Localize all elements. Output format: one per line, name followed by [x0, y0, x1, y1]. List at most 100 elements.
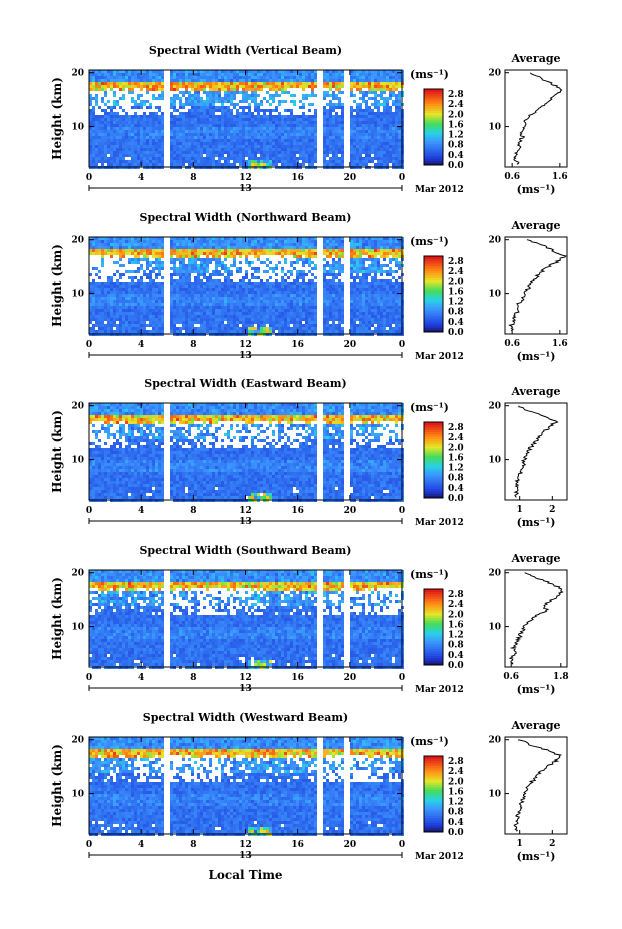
heatmap-cell: [170, 157, 173, 160]
heatmap-cell: [158, 115, 161, 118]
heatmap-cell: [104, 79, 107, 82]
heatmap-cell: [353, 145, 356, 148]
heatmap-cell: [107, 249, 110, 252]
heatmap-cell: [113, 294, 116, 297]
heatmap-cell: [95, 85, 98, 88]
heatmap-cell: [263, 270, 266, 273]
heatmap-cell: [374, 127, 377, 130]
heatmap-cell: [359, 243, 362, 246]
heatmap-cell: [257, 112, 260, 115]
heatmap-cell: [368, 106, 371, 109]
heatmap-cell: [314, 139, 317, 142]
heatmap-cell: [182, 279, 185, 282]
heatmap-cell: [275, 237, 278, 240]
heatmap-cell: [308, 130, 311, 133]
heatmap-cell: [374, 267, 377, 270]
heatmap-cell: [101, 297, 104, 300]
heatmap-cell: [230, 249, 233, 252]
heatmap-cell: [398, 291, 401, 294]
heatmap-cell: [377, 145, 380, 148]
heatmap-cell: [194, 288, 197, 291]
heatmap-cell: [296, 276, 299, 279]
heatmap-cell: [362, 270, 365, 273]
heatmap-cell: [179, 273, 182, 276]
heatmap-cell: [242, 100, 245, 103]
heatmap-cell: [278, 139, 281, 142]
heatmap-cell: [185, 306, 188, 309]
heatmap-cell: [248, 237, 251, 240]
heatmap-cell: [212, 288, 215, 291]
heatmap-cell: [260, 103, 263, 106]
heatmap-cell: [143, 82, 146, 85]
heatmap-cell: [290, 133, 293, 136]
heatmap-cell: [236, 291, 239, 294]
heatmap-cell: [293, 151, 296, 154]
heatmap-cell: [152, 136, 155, 139]
heatmap-cell: [350, 288, 353, 291]
heatmap-cell: [134, 121, 137, 124]
heatmap-cell: [161, 91, 164, 94]
heatmap-cell: [227, 148, 230, 151]
heatmap-cell: [266, 163, 269, 166]
heatmap-cell: [140, 300, 143, 303]
heatmap-cell: [356, 306, 359, 309]
heatmap-cell: [113, 85, 116, 88]
heatmap-cell: [263, 240, 266, 243]
heatmap-cell: [275, 300, 278, 303]
heatmap-cell: [263, 73, 266, 76]
heatmap-cell: [248, 240, 251, 243]
heatmap-cell: [251, 249, 254, 252]
heatmap-cell: [314, 157, 317, 160]
heatmap-cell: [140, 276, 143, 279]
heatmap-cell: [215, 70, 218, 73]
heatmap-cell: [287, 276, 290, 279]
heatmap-cell: [185, 151, 188, 154]
heatmap-cell: [395, 240, 398, 243]
heatmap-cell: [368, 273, 371, 276]
heatmap-cell: [395, 160, 398, 163]
heatmap-cell: [89, 133, 92, 136]
heatmap-cell: [389, 97, 392, 100]
heatmap-cell: [107, 297, 110, 300]
heatmap-cell: [98, 85, 101, 88]
heatmap-cell: [368, 76, 371, 79]
heatmap-cell: [209, 109, 212, 112]
heatmap-cell: [311, 148, 314, 151]
heatmap-cell: [197, 136, 200, 139]
heatmap-cell: [107, 279, 110, 282]
heatmap-cell: [209, 291, 212, 294]
heatmap-cell: [311, 130, 314, 133]
heatmap-cell: [377, 133, 380, 136]
heatmap-cell: [158, 255, 161, 258]
heatmap-cell: [185, 148, 188, 151]
heatmap-cell: [305, 76, 308, 79]
heatmap-cell: [149, 240, 152, 243]
heatmap-cell: [197, 121, 200, 124]
heatmap-cell: [278, 121, 281, 124]
heatmap-cell: [236, 112, 239, 115]
heatmap-cell: [377, 291, 380, 294]
heatmap-cell: [200, 154, 203, 157]
heatmap-cell: [230, 94, 233, 97]
heatmap-cell: [353, 130, 356, 133]
heatmap-cell: [134, 276, 137, 279]
heatmap-cell: [146, 249, 149, 252]
heatmap-cell: [179, 97, 182, 100]
heatmap-cell: [149, 279, 152, 282]
heatmap-cell: [299, 121, 302, 124]
heatmap-cell: [119, 97, 122, 100]
heatmap-cell: [251, 282, 254, 285]
heatmap-cell: [350, 273, 353, 276]
heatmap-cell: [269, 249, 272, 252]
heatmap-cell: [236, 246, 239, 249]
heatmap-cell: [371, 82, 374, 85]
heatmap-cell: [353, 255, 356, 258]
heatmap-cell: [152, 157, 155, 160]
heatmap-cell: [155, 240, 158, 243]
heatmap-cell: [374, 258, 377, 261]
heatmap-cell: [308, 133, 311, 136]
heatmap-cell: [182, 79, 185, 82]
heatmap-cell: [353, 100, 356, 103]
heatmap-cell: [116, 252, 119, 255]
heatmap-cell: [368, 130, 371, 133]
